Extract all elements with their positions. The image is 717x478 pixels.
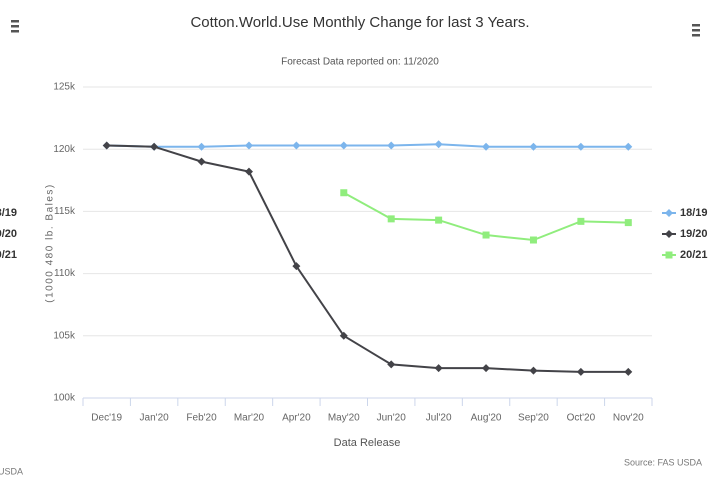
data-point <box>292 141 301 150</box>
x-axis-label: Data Release <box>334 437 401 449</box>
y-tick-label: 115k <box>54 206 76 217</box>
x-tick-label: Aug'20 <box>471 413 502 424</box>
menu-bar <box>692 34 700 37</box>
menu-bar <box>692 29 700 32</box>
data-point <box>387 360 396 369</box>
data-point <box>624 142 633 151</box>
legend-label: 19/20 <box>680 228 708 240</box>
y-tick-label: 100k <box>53 393 76 404</box>
data-point <box>482 142 491 151</box>
menu-bar <box>11 30 19 33</box>
data-point <box>339 331 348 340</box>
legend-label-clipped: 18/19 <box>0 207 17 219</box>
data-point <box>434 364 443 373</box>
x-tick-label: Dec'19 <box>91 413 122 424</box>
legend-marker <box>665 251 673 259</box>
y-tick-label: 110k <box>54 268 76 279</box>
data-point <box>340 189 348 197</box>
data-point <box>197 142 206 151</box>
menu-bar <box>692 24 700 27</box>
data-point <box>435 216 443 224</box>
data-point <box>244 167 253 176</box>
data-point <box>576 367 585 376</box>
menu-bar <box>11 25 19 28</box>
data-point <box>434 140 443 149</box>
y-tick-label: 105k <box>53 330 76 341</box>
data-point <box>387 215 395 223</box>
data-point <box>482 231 490 239</box>
menu-icon-right[interactable] <box>692 24 700 37</box>
data-point <box>339 141 348 150</box>
menu-icon-left[interactable] <box>11 20 19 33</box>
data-point <box>529 142 538 151</box>
data-point <box>197 157 206 166</box>
series-line <box>106 143 629 148</box>
x-tick-label: Jan'20 <box>140 413 170 424</box>
data-point <box>482 364 491 373</box>
data-point <box>577 217 585 225</box>
legend-label: 20/21 <box>680 249 708 261</box>
x-tick-label: Mar'20 <box>234 413 265 424</box>
legend-marker <box>665 230 673 238</box>
data-point <box>529 236 537 244</box>
x-tick-label: Sep'20 <box>518 413 549 424</box>
data-point <box>624 367 633 376</box>
x-tick-label: Jun'20 <box>377 413 407 424</box>
x-tick-label: Oct'20 <box>567 413 596 424</box>
data-point <box>102 141 111 150</box>
data-point <box>244 141 253 150</box>
legend-label-clipped: 20/21 <box>0 249 17 261</box>
source-credit-clipped: Source: FAS USDA <box>0 466 23 476</box>
data-point <box>529 366 538 375</box>
legend-label-clipped: 19/20 <box>0 228 17 240</box>
source-credit: Source: FAS USDA <box>624 457 702 467</box>
y-axis-label: (1000 480 lb. Bales) <box>45 183 56 303</box>
y-tick-label: 125k <box>53 82 76 93</box>
menu-bar <box>11 20 19 23</box>
x-tick-label: Apr'20 <box>282 413 311 424</box>
data-point <box>150 142 159 151</box>
data-point <box>624 219 632 227</box>
x-tick-label: Jul'20 <box>426 413 452 424</box>
data-point <box>576 142 585 151</box>
chart-subtitle: Forecast Data reported on: 11/2020 <box>281 57 439 68</box>
data-point <box>292 262 301 271</box>
y-tick-label: 120k <box>53 144 76 155</box>
chart-title: Cotton.World.Use Monthly Change for last… <box>190 14 529 31</box>
x-tick-label: May'20 <box>328 413 360 424</box>
legend-label: 18/19 <box>680 207 708 219</box>
x-tick-label: Nov'20 <box>613 413 644 424</box>
data-point <box>387 141 396 150</box>
x-tick-label: Feb'20 <box>186 413 217 424</box>
series-line <box>106 144 629 373</box>
legend-marker <box>665 209 673 217</box>
